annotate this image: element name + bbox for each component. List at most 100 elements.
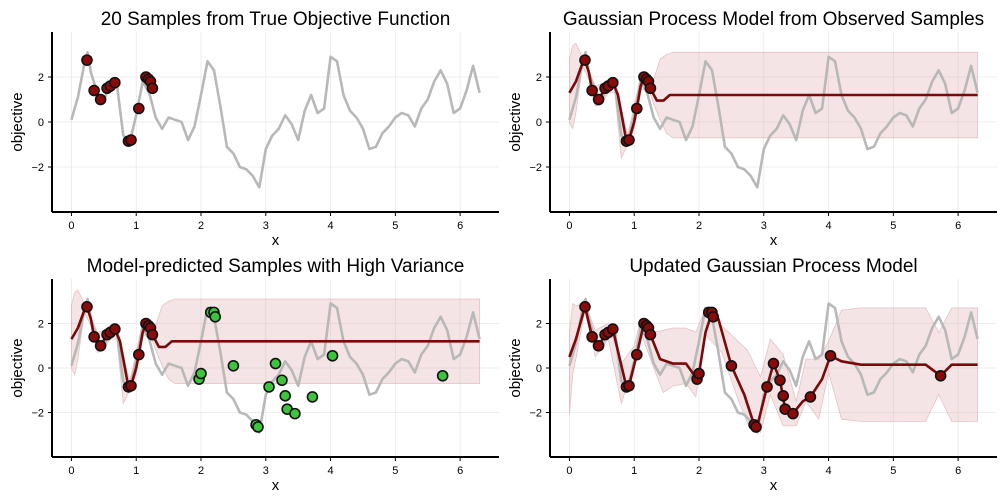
candidate-sample-point <box>276 374 288 387</box>
chart-title: Updated Gaussian Process Model <box>629 256 917 277</box>
x-tick-label: 4 <box>826 220 832 232</box>
chart-panel-1: 0 1 2 3 4 5 6 −2 0 2 20 Samples from True Objectiv… <box>9 9 499 249</box>
observed-sample-point <box>824 349 837 362</box>
x-axis-label: x <box>770 232 778 249</box>
x-tick-label: 1 <box>133 465 139 477</box>
x-tick-label: 1 <box>631 220 637 232</box>
observed-sample-point <box>88 84 100 97</box>
x-axis-label: x <box>272 232 280 249</box>
y-axis-label: objective <box>507 338 524 397</box>
y-tick-label: −2 <box>529 408 542 420</box>
observed-sample-point <box>607 323 619 335</box>
observed-sample-point <box>725 359 738 372</box>
x-tick-label: 5 <box>890 465 896 477</box>
x-axis-label: x <box>770 477 778 494</box>
y-tick-label: 0 <box>38 117 44 129</box>
x-tick-label: 2 <box>696 465 702 477</box>
x-tick-label: 5 <box>890 220 896 232</box>
y-tick-label: −2 <box>31 162 44 174</box>
observed-sample-point <box>579 301 591 313</box>
true-objective-line <box>70 51 481 189</box>
model-mean-line <box>568 305 978 428</box>
y-tick-label: 2 <box>536 319 542 331</box>
y-tick-label: 0 <box>38 363 44 375</box>
y-axis-label: objective <box>507 92 524 151</box>
y-tick-label: −2 <box>31 408 44 420</box>
observed-sample-point <box>787 407 799 420</box>
x-tick-label: 6 <box>457 220 463 232</box>
x-axis-label: x <box>272 477 280 494</box>
y-tick-label: 2 <box>38 72 44 84</box>
x-tick-label: 2 <box>696 220 702 232</box>
x-tick-label: 1 <box>133 220 139 232</box>
x-tick-label: 0 <box>68 465 74 477</box>
y-tick-label: −2 <box>529 162 542 174</box>
observed-sample-point <box>125 379 137 392</box>
x-tick-label: 5 <box>392 220 398 232</box>
x-tick-label: 3 <box>761 220 767 232</box>
y-tick-label: 2 <box>536 72 542 84</box>
x-tick-label: 0 <box>566 465 572 477</box>
x-tick-label: 6 <box>457 465 463 477</box>
observed-sample-point <box>109 323 121 335</box>
observed-sample-point <box>707 311 720 323</box>
observed-sample-point <box>146 82 159 95</box>
candidate-sample-point <box>306 391 319 403</box>
x-tick-label: 6 <box>955 220 961 232</box>
observed-sample-point <box>774 374 786 387</box>
x-tick-label: 5 <box>392 465 398 477</box>
observed-sample-point <box>586 331 598 343</box>
model-mean-line <box>568 58 978 143</box>
x-tick-label: 4 <box>826 465 832 477</box>
chart-title: 20 Samples from True Objective Function <box>101 9 451 30</box>
candidate-sample-point <box>263 381 275 393</box>
x-tick-label: 3 <box>263 220 269 232</box>
observed-sample-point <box>804 391 817 403</box>
true-objective-line <box>568 51 979 189</box>
x-tick-label: 6 <box>955 465 961 477</box>
observed-sample-point <box>109 76 121 89</box>
observed-sample-point <box>133 348 145 361</box>
true-objective-line <box>70 297 481 434</box>
candidate-sample-point <box>195 367 207 380</box>
candidate-sample-point <box>252 421 264 433</box>
candidate-sample-point <box>279 390 292 402</box>
candidate-sample-point <box>326 349 339 362</box>
observed-sample-point <box>631 102 643 115</box>
observed-sample-point <box>94 339 107 352</box>
observed-sample-point <box>644 328 657 341</box>
y-tick-label: 0 <box>536 117 542 129</box>
observed-sample-point <box>750 421 762 433</box>
chart-title: Model-predicted Samples with High Varian… <box>87 256 465 277</box>
y-tick-label: 2 <box>38 319 44 331</box>
candidate-sample-point <box>289 407 301 420</box>
x-tick-label: 4 <box>328 220 334 232</box>
observed-sample-point <box>81 54 93 66</box>
observed-sample-point <box>133 102 145 115</box>
x-tick-label: 4 <box>328 465 334 477</box>
candidate-sample-point <box>209 311 222 323</box>
y-axis-label: objective <box>9 92 26 151</box>
x-tick-label: 2 <box>198 465 204 477</box>
observed-sample-point <box>761 381 773 393</box>
candidate-sample-point <box>227 359 240 372</box>
observed-sample-point <box>94 93 107 106</box>
observed-sample-point <box>777 390 790 402</box>
observed-sample-point <box>88 331 100 343</box>
chart-title: Gaussian Process Model from Observed Sam… <box>563 9 984 30</box>
observed-sample-point <box>81 301 93 313</box>
observed-sample-point <box>146 328 159 341</box>
observed-sample-point <box>586 84 598 97</box>
observed-sample-point <box>644 82 657 95</box>
observed-sample-point <box>693 367 705 380</box>
chart-panel-2: 0 1 2 3 4 5 6 −2 0 2 Gaussian Process Model from O… <box>507 9 997 249</box>
observed-sample-point <box>631 348 643 361</box>
observed-sample-point <box>934 369 947 382</box>
observed-sample-point <box>579 54 591 66</box>
observed-sample-point <box>607 76 619 89</box>
x-tick-label: 0 <box>566 220 572 232</box>
model-mean-line <box>70 305 480 389</box>
candidate-sample-point <box>269 357 282 370</box>
candidate-sample-point <box>436 369 449 382</box>
